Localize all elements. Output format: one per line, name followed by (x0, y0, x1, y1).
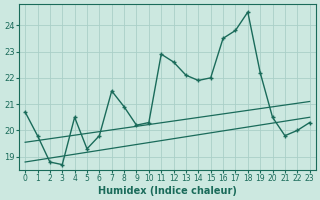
X-axis label: Humidex (Indice chaleur): Humidex (Indice chaleur) (98, 186, 237, 196)
